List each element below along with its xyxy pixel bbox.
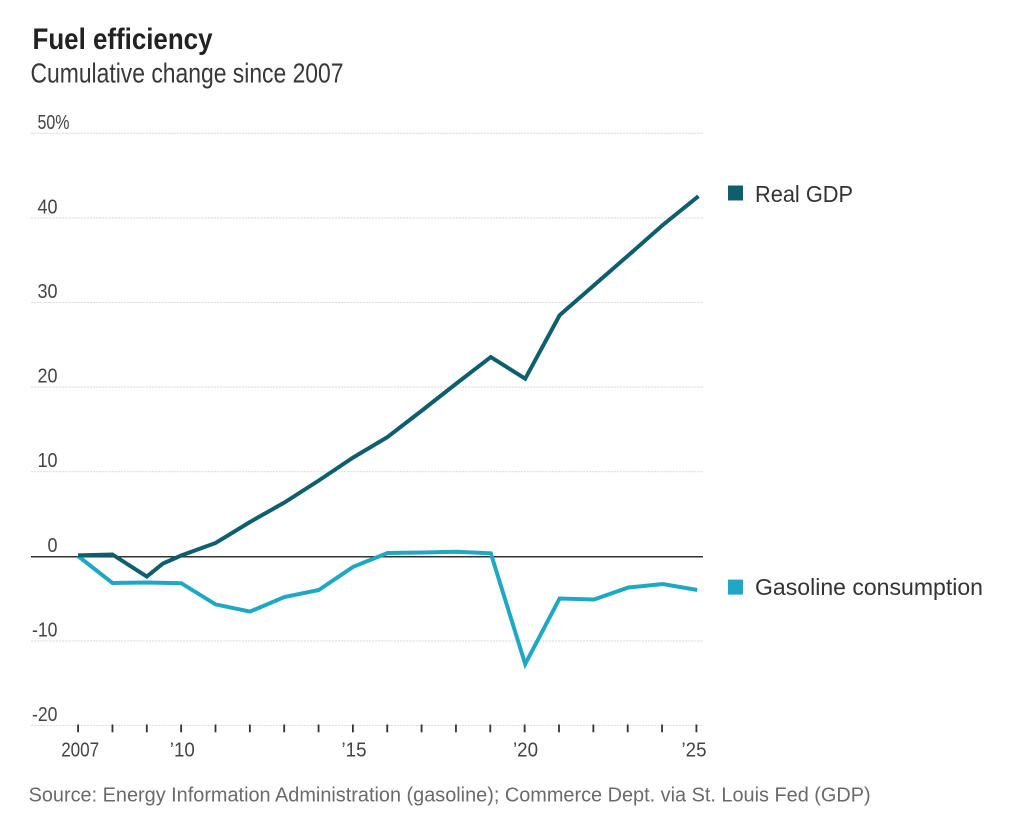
- svg-text:50%: 50%: [38, 111, 70, 134]
- svg-text:Cumulative change since 2007: Cumulative change since 2007: [31, 58, 344, 89]
- svg-text:2007: 2007: [61, 740, 99, 762]
- svg-text:’20: ’20: [513, 740, 538, 762]
- svg-text:20: 20: [38, 365, 58, 388]
- svg-text:0: 0: [48, 534, 58, 557]
- svg-text:10: 10: [38, 449, 58, 472]
- svg-text:Gasoline consumption: Gasoline consumption: [755, 574, 983, 600]
- svg-text:’10: ’10: [170, 740, 195, 762]
- svg-text:40: 40: [38, 195, 58, 218]
- svg-text:Fuel efficiency: Fuel efficiency: [33, 23, 214, 56]
- svg-text:-20: -20: [32, 703, 58, 726]
- svg-text:Source: Energy Information Adm: Source: Energy Information Administratio…: [29, 784, 871, 807]
- svg-text:’15: ’15: [342, 740, 367, 762]
- svg-text:30: 30: [38, 280, 58, 303]
- svg-text:-10: -10: [32, 618, 58, 641]
- svg-text:Real GDP: Real GDP: [755, 181, 853, 207]
- svg-text:’25: ’25: [682, 740, 707, 762]
